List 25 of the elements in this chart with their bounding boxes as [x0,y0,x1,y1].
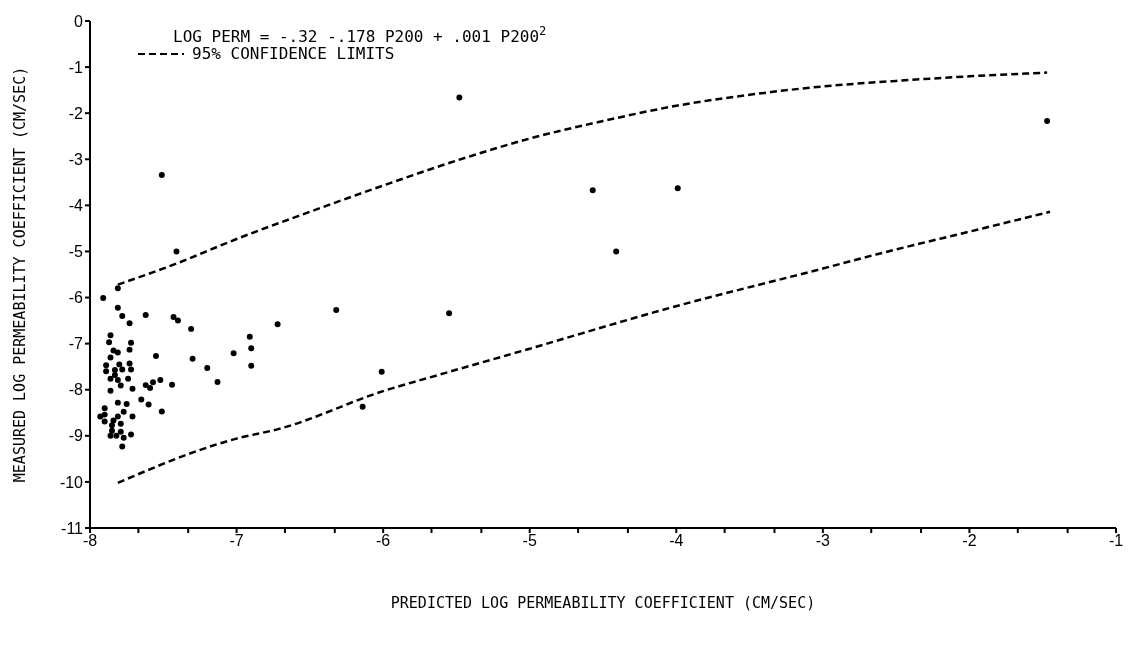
x-tick-label: -1 [1108,532,1124,550]
x-tick-label: -3 [815,532,831,550]
x-tick-label: -7 [229,532,244,550]
annotation: LOG PERM = -.32 -.178 P200 + .001 P200$^{2}$ [173,24,547,46]
legend-label: 95% CONFIDENCE LIMITS [192,44,395,63]
y-tick-label: -3 [68,150,84,168]
y-tick-label: -11 [61,519,84,537]
y-tick-label: -9 [68,427,84,445]
y-tick-label: -5 [68,243,84,261]
x-tick-label: -4 [669,532,684,550]
x-axis-title: PREDICTED LOG PERMEABILITY COEFFICIENT (CM/SEC) [390,594,816,612]
x-tick-label: -2 [962,532,977,550]
y-tick-label: -2 [68,104,84,122]
line-series [116,210,1052,485]
y-tick-label: -6 [68,289,84,307]
y-tick-label: -1 [68,58,84,76]
y-tick-label: 0 [74,12,84,30]
x-tick-label: -6 [376,532,391,550]
y-tick-label: -8 [68,381,84,399]
y-axis-title: MEASURED LOG PERMEABILITY COEFFICIENT (CM/SEC) [11,66,30,483]
y-tick-label: -4 [68,197,84,215]
y-tick-label: -7 [68,335,84,353]
y-tick-label: -10 [59,473,84,491]
x-tick-label: -8 [82,532,98,550]
x-tick-label: -5 [522,532,537,550]
